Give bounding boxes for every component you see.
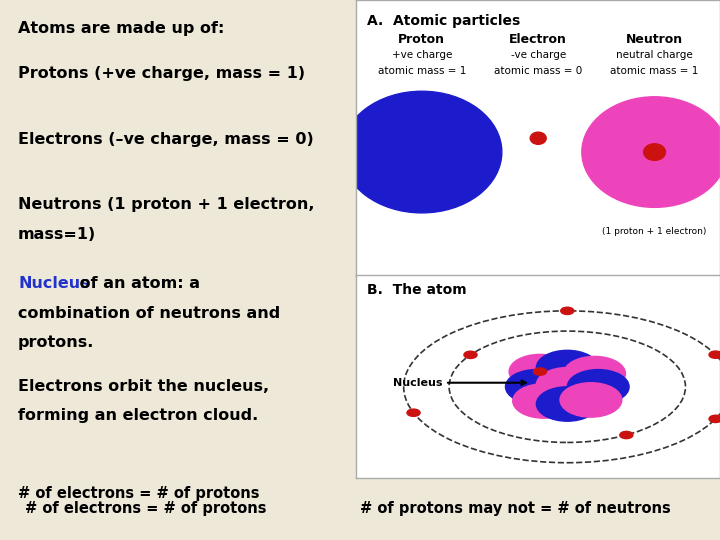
Circle shape [536,350,598,384]
Circle shape [536,387,598,421]
Circle shape [709,415,720,422]
Text: Electron: Electron [509,33,567,46]
Text: mass=1): mass=1) [18,227,96,242]
Text: Neutron: Neutron [626,33,683,46]
Text: of an atom: a: of an atom: a [73,276,200,292]
Circle shape [464,351,477,359]
Circle shape [505,369,567,404]
Circle shape [644,144,665,160]
Circle shape [407,409,420,416]
Text: Electrons orbit the nucleus,: Electrons orbit the nucleus, [18,379,269,394]
Text: +ve charge: +ve charge [392,50,452,60]
Text: Nucleus: Nucleus [393,377,526,388]
Circle shape [564,356,626,391]
Circle shape [620,431,633,438]
Text: B.  The atom: B. The atom [367,284,467,298]
Text: atomic mass = 1: atomic mass = 1 [378,66,466,76]
Circle shape [560,383,622,417]
Text: atomic mass = 0: atomic mass = 0 [494,66,582,76]
Text: forming an electron cloud.: forming an electron cloud. [18,408,258,423]
Text: Electrons (–ve charge, mass = 0): Electrons (–ve charge, mass = 0) [18,132,314,147]
Text: A.  Atomic particles: A. Atomic particles [367,14,521,28]
Text: combination of neutrons and: combination of neutrons and [18,306,280,321]
Circle shape [561,307,574,314]
Circle shape [582,97,720,207]
Text: Nucleus: Nucleus [18,276,89,292]
Circle shape [534,368,546,375]
Circle shape [536,368,598,402]
Circle shape [342,91,502,213]
Text: -ve charge: -ve charge [510,50,566,60]
Circle shape [530,132,546,144]
Circle shape [709,351,720,359]
Text: Protons (+ve charge, mass = 1): Protons (+ve charge, mass = 1) [18,66,305,81]
Circle shape [567,369,629,404]
Text: (1 proton + 1 electron): (1 proton + 1 electron) [603,227,707,236]
Text: # of electrons = # of protons: # of electrons = # of protons [18,486,259,501]
Text: atomic mass = 1: atomic mass = 1 [611,66,698,76]
Text: Atoms are made up of:: Atoms are made up of: [18,21,225,36]
Text: Neutrons (1 proton + 1 electron,: Neutrons (1 proton + 1 electron, [18,197,315,212]
Circle shape [509,354,571,389]
Text: neutral charge: neutral charge [616,50,693,60]
Circle shape [513,384,575,418]
Text: Proton: Proton [398,33,446,46]
Text: # of electrons = # of protons: # of electrons = # of protons [25,502,266,516]
Text: protons.: protons. [18,335,94,350]
Text: # of protons may not = # of neutrons: # of protons may not = # of neutrons [360,502,671,516]
